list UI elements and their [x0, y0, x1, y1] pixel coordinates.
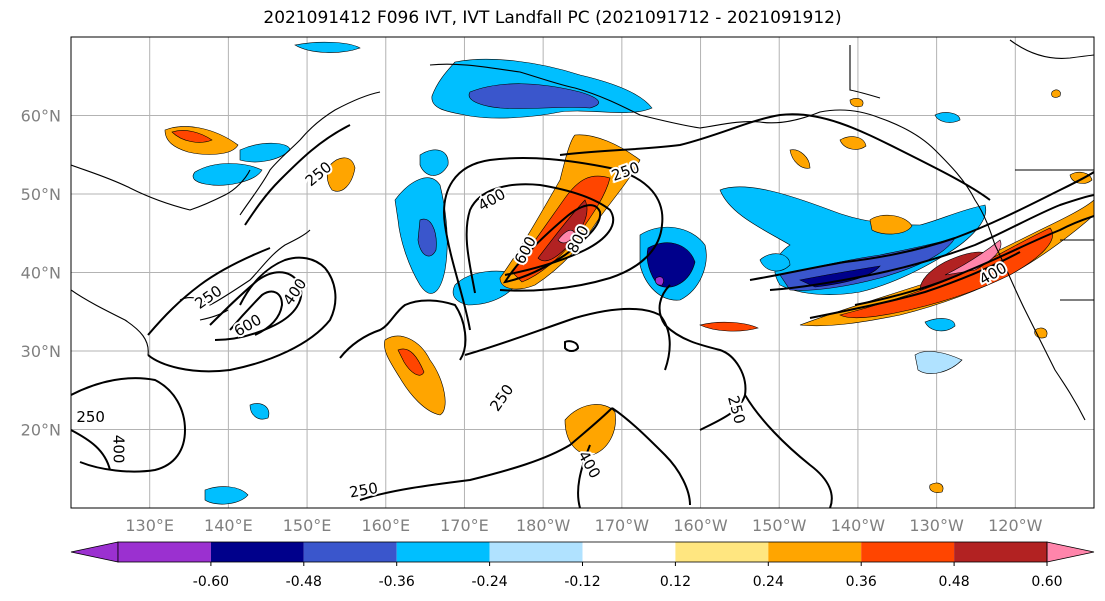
contour-label: 250	[724, 394, 749, 426]
colorbar-segment	[954, 542, 1047, 562]
contour-label: 400	[574, 448, 604, 482]
colorbar-segment	[675, 542, 769, 562]
lon-tick-label: 130°W	[909, 516, 964, 535]
ne-positive-band	[799, 199, 1094, 327]
lat-tick-label: 30°N	[21, 342, 61, 361]
colorbar-extend-max	[1046, 541, 1095, 563]
colorbar-segment	[118, 542, 211, 562]
colorbar-segment	[396, 542, 490, 562]
colorbar-tick-label: 0.48	[939, 574, 970, 590]
lon-tick-label: 140°E	[204, 516, 253, 535]
colorbar-segment	[768, 542, 862, 562]
contour-label: 250	[486, 381, 517, 415]
bering-negative-core	[468, 83, 600, 109]
colorbar-tick-label: 0.36	[846, 574, 877, 590]
colorbar-tick-labels: -0.60 -0.48 -0.36 -0.24 -0.12 0.12 0.24 0.36 0.4…	[193, 562, 1063, 590]
lat-tick-labels: 60°N 50°N 40°N 30°N 20°N	[21, 107, 61, 440]
lat-tick-label: 20°N	[21, 421, 61, 440]
colorbar-segment	[210, 542, 304, 562]
lon-tick-label: 180°W	[516, 516, 571, 535]
colorbar-extend-min	[70, 541, 119, 563]
colorbar-tick-label: -0.60	[193, 574, 229, 590]
map-title: 2021091412 F096 IVT, IVT Landfall PC (20…	[263, 8, 842, 28]
lon-tick-label: 170°E	[440, 516, 489, 535]
lon-tick-label: 150°E	[283, 516, 332, 535]
lon-tick-label: 140°W	[831, 516, 886, 535]
ivt-contours	[71, 113, 1094, 508]
contour-label: 400	[279, 275, 310, 309]
colorbar-tick-label: 0.24	[753, 574, 784, 590]
lon-tick-label: 130°E	[125, 516, 174, 535]
colorbar-tick-label: -0.36	[379, 574, 415, 590]
colorbar-segment	[489, 542, 583, 562]
lon-tick-label: 170°W	[595, 516, 650, 535]
coastlines	[71, 39, 1094, 421]
lat-tick-label: 40°N	[21, 264, 61, 283]
contour-label: 400	[475, 185, 509, 215]
colorbar-segment	[303, 542, 397, 562]
lat-tick-label: 50°N	[21, 185, 61, 204]
pc-shading	[164, 41, 1094, 505]
lon-tick-label: 120°W	[988, 516, 1043, 535]
map-frame	[70, 36, 1095, 509]
contour-label: 250	[192, 282, 226, 313]
lon-tick-labels: 130°E 140°E 150°E 160°E 170°E 180°W 170°W 160°W…	[125, 516, 1042, 535]
colorbar	[70, 541, 1095, 563]
lat-tick-label: 60°N	[21, 107, 61, 126]
colorbar-tick-label: 0.60	[1031, 574, 1062, 590]
colorbar-segment	[582, 542, 676, 562]
lon-tick-label: 160°W	[673, 516, 728, 535]
colorbar-tick-label: -0.12	[564, 574, 600, 590]
contour-label: 250	[348, 479, 379, 502]
contour-label: 400	[110, 435, 128, 464]
colorbar-tick-label: 0.12	[660, 574, 691, 590]
colorbar-segment	[861, 542, 955, 562]
lon-tick-label: 160°E	[361, 516, 410, 535]
colorbar-tick-label: -0.24	[471, 574, 507, 590]
colorbar-tick-label: -0.48	[286, 574, 322, 590]
lon-tick-label: 150°W	[752, 516, 807, 535]
contour-label: 250	[76, 408, 105, 426]
